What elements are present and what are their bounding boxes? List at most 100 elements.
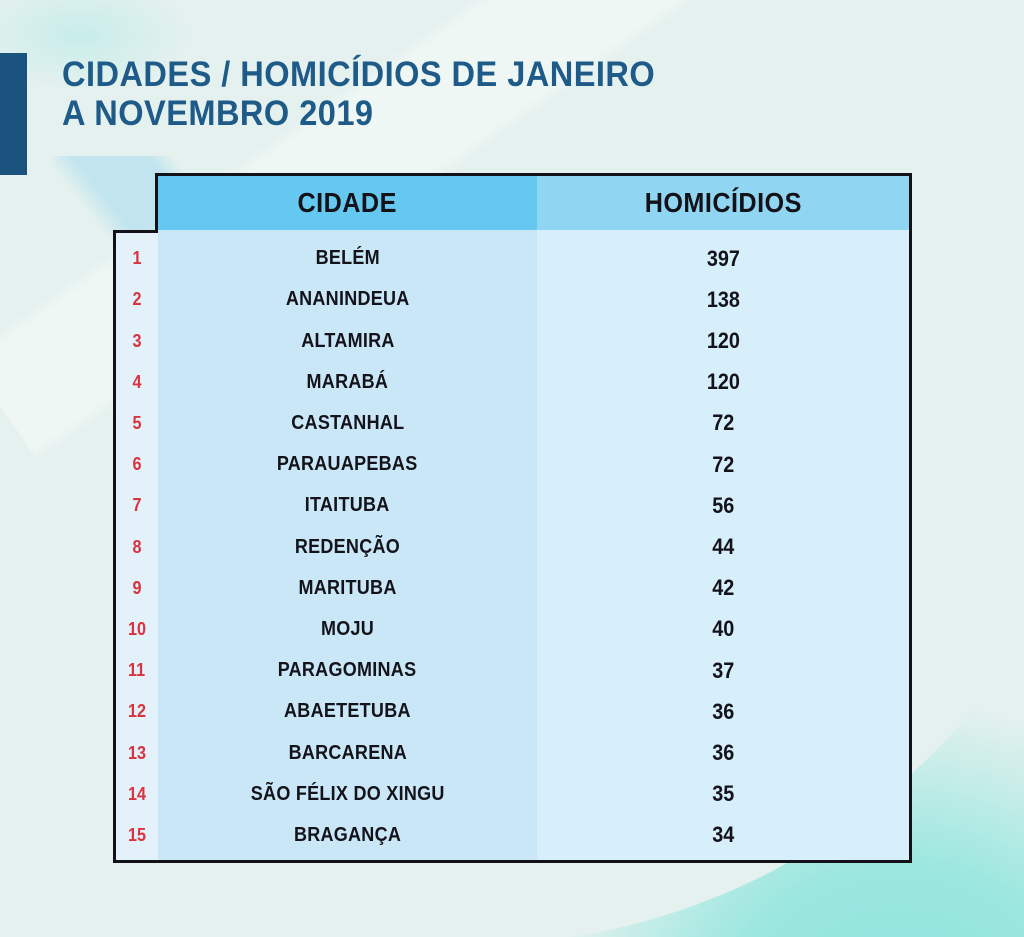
title-line-1: CIDADES / HOMICÍDIOS DE JANEIRO xyxy=(62,55,656,94)
header-city-label: CIDADE xyxy=(297,187,398,218)
value-cell: 120 xyxy=(537,362,909,403)
value-cell: 56 xyxy=(537,485,909,526)
homicide-count: 120 xyxy=(706,369,740,395)
city-name: ANANINDEUA xyxy=(285,288,410,311)
rank-value: 15 xyxy=(127,824,147,845)
rank-cell: 14 xyxy=(116,774,158,815)
rank-value: 14 xyxy=(127,783,147,804)
city-name: ABAETETUBA xyxy=(284,700,411,723)
city-cell: CASTANHAL xyxy=(158,403,537,444)
value-cell: 120 xyxy=(537,320,909,361)
homicide-count: 138 xyxy=(706,286,740,312)
value-cell: 34 xyxy=(537,815,909,856)
rank-cell: 9 xyxy=(116,568,158,609)
city-cell: BELÉM xyxy=(158,238,537,279)
city-name: MARITUBA xyxy=(298,576,397,599)
homicide-count: 42 xyxy=(711,575,735,601)
rank-cell: 10 xyxy=(116,609,158,650)
city-cell: REDENÇÃO xyxy=(158,526,537,567)
rank-value: 8 xyxy=(132,536,142,557)
rank-cell: 8 xyxy=(116,526,158,567)
rank-cell: 11 xyxy=(116,650,158,691)
city-name: PARAGOMINAS xyxy=(278,659,417,682)
city-cell: ANANINDEUA xyxy=(158,279,537,320)
value-cell: 44 xyxy=(537,526,909,567)
rank-value: 2 xyxy=(132,289,142,310)
city-cell: PARAGOMINAS xyxy=(158,650,537,691)
rank-value: 4 xyxy=(132,371,142,392)
rank-value: 11 xyxy=(128,660,146,681)
rank-cell: 5 xyxy=(116,403,158,444)
homicide-count: 36 xyxy=(711,698,735,724)
city-name: SÃO FÉLIX DO XINGU xyxy=(250,782,445,805)
homicide-count: 72 xyxy=(711,410,735,436)
rank-value: 3 xyxy=(132,330,142,351)
city-name: BELÉM xyxy=(315,247,380,270)
value-cell: 35 xyxy=(537,774,909,815)
table-body: 1 2 3 4 5 6 7 8 9 10 11 12 13 14 15 BELÉ… xyxy=(113,230,912,863)
homicide-count: 120 xyxy=(706,328,740,353)
rank-cell: 7 xyxy=(116,485,158,526)
homicide-count: 72 xyxy=(711,451,735,477)
header-cell-homicides: HOMICÍDIOS xyxy=(537,176,909,230)
homicide-count: 44 xyxy=(711,534,735,560)
rank-cell: 2 xyxy=(116,279,158,320)
city-name: PARAUAPEBAS xyxy=(277,453,418,476)
homicide-count: 36 xyxy=(711,740,735,766)
city-cell: BRAGANÇA xyxy=(158,815,537,856)
city-name: BRAGANÇA xyxy=(293,823,402,846)
city-name: BARCARENA xyxy=(288,741,407,764)
value-cell: 37 xyxy=(537,650,909,691)
city-cell: MARABÁ xyxy=(158,362,537,403)
city-column: BELÉM ANANINDEUA ALTAMIRA MARABÁ CASTANH… xyxy=(158,230,537,860)
homicide-count: 35 xyxy=(711,781,735,807)
city-cell: ALTAMIRA xyxy=(158,320,537,361)
city-name: REDENÇÃO xyxy=(294,535,401,558)
homicide-count: 40 xyxy=(711,616,735,642)
value-cell: 72 xyxy=(537,444,909,485)
city-cell: ITAITUBA xyxy=(158,485,537,526)
rank-value: 9 xyxy=(132,577,142,598)
homicide-count: 56 xyxy=(711,492,735,518)
city-cell: BARCARENA xyxy=(158,732,537,773)
homicide-count: 34 xyxy=(711,822,735,848)
rank-value: 6 xyxy=(132,454,142,475)
rank-value: 1 xyxy=(132,248,142,269)
city-cell: MOJU xyxy=(158,609,537,650)
value-cell: 42 xyxy=(537,568,909,609)
header-cell-city: CIDADE xyxy=(158,176,537,230)
city-name: ITAITUBA xyxy=(305,494,390,517)
rank-value: 12 xyxy=(127,701,147,722)
rank-cell: 3 xyxy=(116,320,158,361)
rank-value: 13 xyxy=(127,742,147,763)
value-cell: 40 xyxy=(537,609,909,650)
top-left-wisp xyxy=(0,0,190,90)
page-title: CIDADES / HOMICÍDIOS DE JANEIRO A NOVEMB… xyxy=(62,55,700,133)
homicide-count: 37 xyxy=(711,657,735,683)
value-cell: 138 xyxy=(537,279,909,320)
city-name: CASTANHAL xyxy=(290,411,405,434)
title-accent-bar xyxy=(0,53,27,175)
city-cell: ABAETETUBA xyxy=(158,691,537,732)
table-step-border xyxy=(113,230,158,233)
title-line-2: A NOVEMBRO 2019 xyxy=(62,94,374,133)
rank-cell: 4 xyxy=(116,362,158,403)
rank-value: 10 xyxy=(127,618,147,639)
city-cell: SÃO FÉLIX DO XINGU xyxy=(158,774,537,815)
city-cell: MARITUBA xyxy=(158,568,537,609)
rank-value: 7 xyxy=(132,495,142,516)
rank-cell: 1 xyxy=(116,238,158,279)
rank-cell: 13 xyxy=(116,732,158,773)
city-name: MARABÁ xyxy=(306,370,389,393)
header-homicides-label: HOMICÍDIOS xyxy=(644,187,802,218)
rank-column: 1 2 3 4 5 6 7 8 9 10 11 12 13 14 15 xyxy=(116,230,158,860)
homicide-count: 397 xyxy=(706,245,740,271)
city-cell: PARAUAPEBAS xyxy=(158,444,537,485)
value-column: 397 138 120 120 72 72 56 44 42 40 37 36 … xyxy=(537,230,909,860)
value-cell: 397 xyxy=(537,238,909,279)
value-cell: 72 xyxy=(537,403,909,444)
rank-cell: 6 xyxy=(116,444,158,485)
city-name: MOJU xyxy=(320,617,375,640)
city-name: ALTAMIRA xyxy=(300,329,395,352)
